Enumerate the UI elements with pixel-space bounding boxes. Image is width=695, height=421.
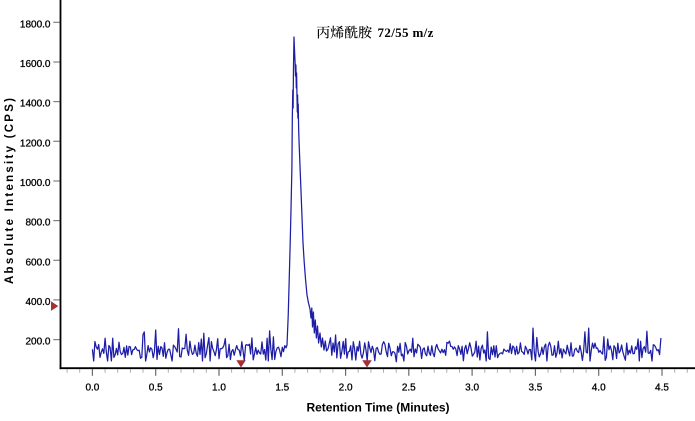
svg-text:1.5: 1.5 <box>275 382 289 393</box>
svg-text:2.5: 2.5 <box>402 382 416 393</box>
svg-text:3.5: 3.5 <box>528 382 542 393</box>
svg-text:800.0: 800.0 <box>25 218 50 229</box>
svg-text:4.5: 4.5 <box>655 382 669 393</box>
svg-text:3.0: 3.0 <box>465 382 479 393</box>
svg-text:600.0: 600.0 <box>25 257 50 268</box>
svg-text:1.0: 1.0 <box>212 382 226 393</box>
svg-text:2.0: 2.0 <box>339 382 353 393</box>
svg-text:72/55 m/z: 72/55 m/z <box>378 25 434 40</box>
svg-text:0.0: 0.0 <box>85 382 99 393</box>
svg-text:4.0: 4.0 <box>592 382 606 393</box>
svg-text:Retention Time (Minutes): Retention Time (Minutes) <box>306 400 449 414</box>
svg-text:1400.0: 1400.0 <box>20 99 51 110</box>
svg-text:1000.0: 1000.0 <box>20 178 51 189</box>
svg-text:200.0: 200.0 <box>25 337 50 348</box>
svg-text:1200.0: 1200.0 <box>20 138 51 149</box>
svg-text:1600.0: 1600.0 <box>20 59 51 70</box>
svg-text:0.5: 0.5 <box>149 382 163 393</box>
svg-text:Absolute Intensity (CPS): Absolute Intensity (CPS) <box>4 98 16 284</box>
svg-text:400.0: 400.0 <box>25 297 50 308</box>
svg-text:1800.0: 1800.0 <box>20 19 51 30</box>
